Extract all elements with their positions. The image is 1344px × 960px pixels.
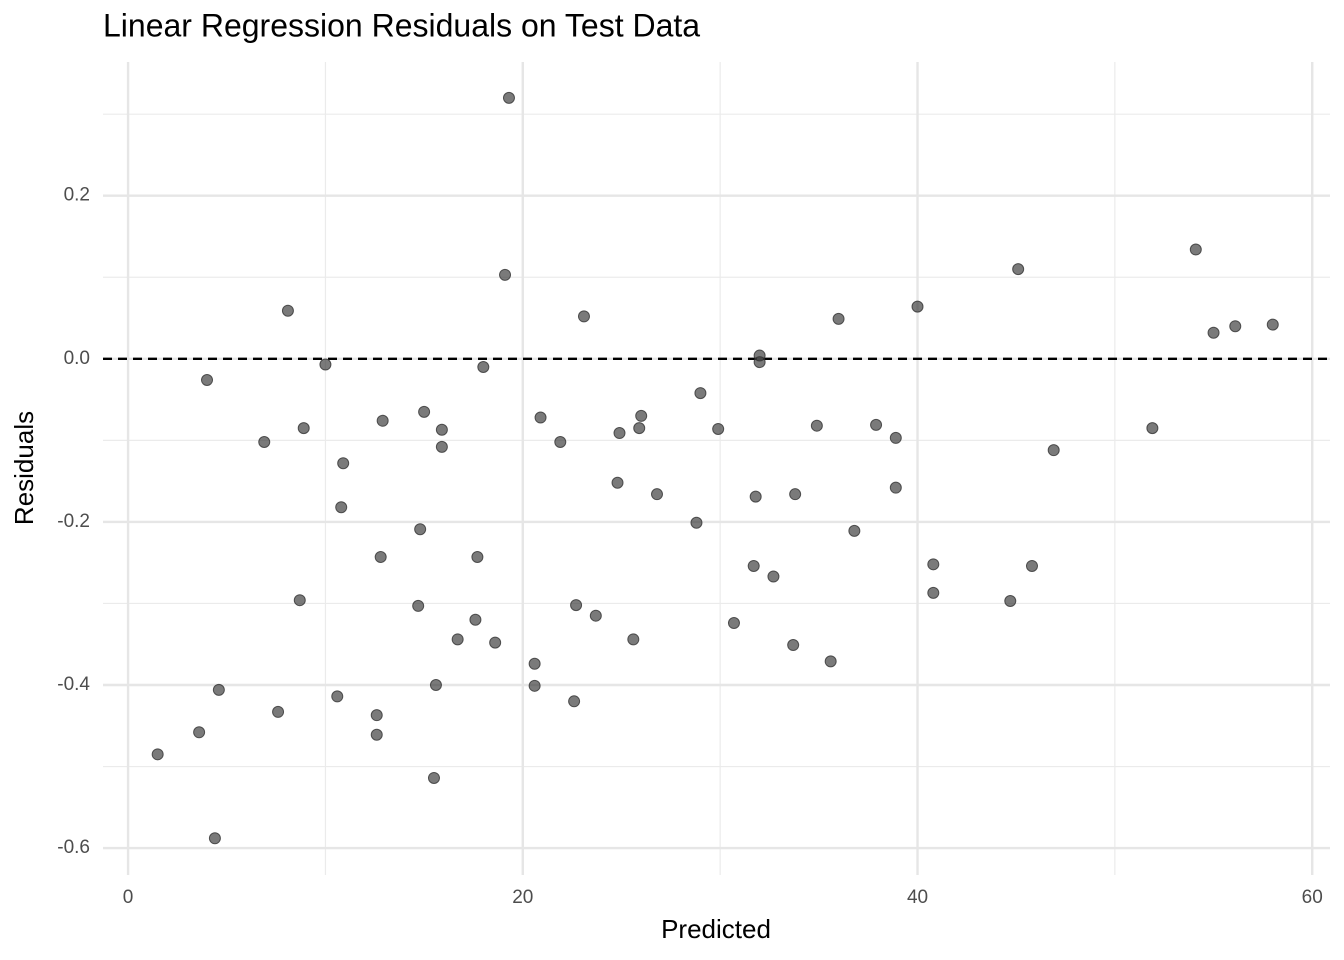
point <box>489 636 502 649</box>
point <box>297 422 310 435</box>
point <box>528 679 541 692</box>
point <box>1189 243 1202 256</box>
point <box>370 709 383 722</box>
point <box>201 374 214 387</box>
point <box>427 771 440 784</box>
point <box>1229 320 1242 333</box>
point <box>749 490 762 503</box>
point <box>690 516 703 529</box>
point <box>767 570 780 583</box>
point <box>528 657 541 670</box>
point <box>502 91 515 104</box>
point <box>208 832 221 845</box>
point <box>927 558 940 571</box>
point <box>499 268 512 281</box>
point <box>1266 318 1279 331</box>
point <box>293 594 306 607</box>
point <box>435 423 448 436</box>
point <box>1025 559 1038 572</box>
point <box>832 312 845 325</box>
point <box>824 655 837 668</box>
point <box>810 419 823 432</box>
point <box>570 599 583 612</box>
x-axis-title: Predicted <box>661 914 771 944</box>
point <box>477 360 490 373</box>
point <box>568 695 581 708</box>
x-tick-label: 20 <box>512 887 533 908</box>
point <box>319 358 332 371</box>
point <box>212 683 225 696</box>
point <box>633 422 646 435</box>
point <box>451 633 464 646</box>
point <box>1012 263 1025 276</box>
point <box>429 679 442 692</box>
point <box>412 599 425 612</box>
point <box>435 440 448 453</box>
point <box>414 523 427 536</box>
point <box>627 633 640 646</box>
y-axis-title: Residuals <box>9 411 39 525</box>
x-tick-label: 40 <box>907 887 928 908</box>
point <box>376 414 389 427</box>
point <box>848 524 861 537</box>
point <box>258 435 271 448</box>
point <box>534 411 547 424</box>
point <box>589 609 602 622</box>
point <box>337 457 350 470</box>
point <box>650 488 663 501</box>
point <box>471 550 484 563</box>
point <box>554 435 567 448</box>
point <box>374 550 387 563</box>
point <box>787 639 800 652</box>
point <box>331 690 344 703</box>
point <box>753 356 766 369</box>
point <box>272 705 285 718</box>
point <box>469 613 482 626</box>
point <box>712 422 725 435</box>
point <box>1146 422 1159 435</box>
point <box>370 728 383 741</box>
point <box>747 559 760 572</box>
x-tick-label: 0 <box>123 887 134 908</box>
point <box>335 501 348 514</box>
point <box>193 726 206 739</box>
point <box>151 748 164 761</box>
point <box>635 409 648 422</box>
y-tick-label: -0.6 <box>57 837 90 858</box>
y-tick-label: 0.2 <box>64 185 90 206</box>
x-tick-label: 60 <box>1302 887 1323 908</box>
point <box>613 427 626 440</box>
point <box>1004 595 1017 608</box>
point <box>727 617 740 630</box>
point <box>694 387 707 400</box>
point <box>889 431 902 444</box>
point <box>1047 444 1060 457</box>
point <box>911 300 924 313</box>
point <box>577 310 590 323</box>
point <box>927 586 940 599</box>
y-tick-label: -0.4 <box>57 674 90 695</box>
point <box>789 488 802 501</box>
point <box>281 304 294 317</box>
y-tick-label: 0.0 <box>64 348 90 369</box>
point <box>418 405 431 418</box>
y-tick-label: -0.2 <box>57 511 90 532</box>
point <box>889 481 902 494</box>
point <box>1207 326 1220 339</box>
point <box>611 476 624 489</box>
point <box>870 418 883 431</box>
chart-title: Linear Regression Residuals on Test Data <box>103 7 700 43</box>
